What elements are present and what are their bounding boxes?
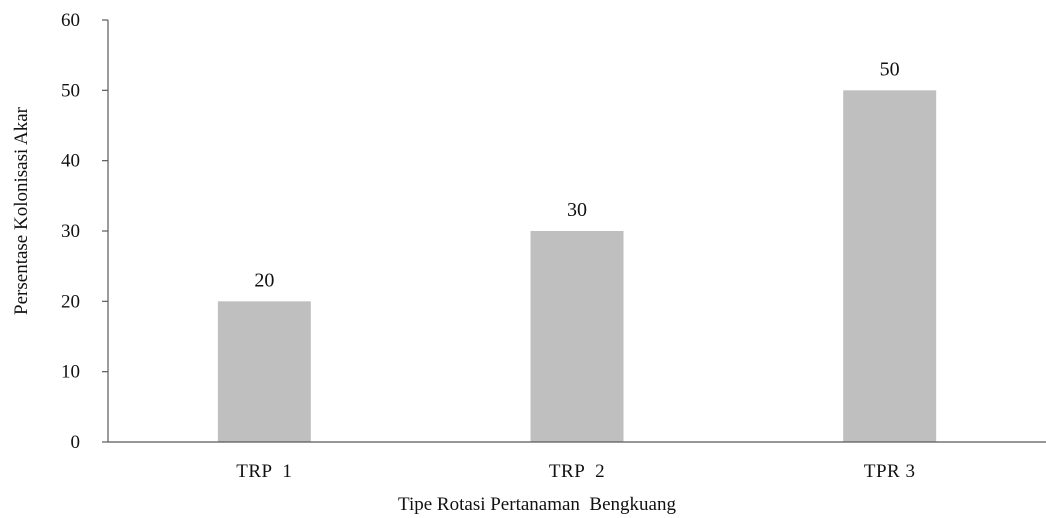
data-label: 20 (254, 269, 274, 291)
y-tick-label: 20 (61, 291, 80, 312)
x-axis-title: Tipe Rotasi Pertanaman Bengkuang (398, 494, 676, 515)
x-axis-tick-labels: TRP 1 TRP 2 TPR 3 (236, 461, 915, 482)
y-tick-label: 50 (61, 80, 80, 101)
x-tick-label: TRP 1 (236, 461, 292, 482)
y-tick-label: 60 (61, 10, 80, 31)
bars-group (217, 90, 937, 442)
y-axis-ticks: 0 10 20 30 40 50 60 (61, 10, 108, 453)
data-label: 50 (880, 58, 900, 80)
y-tick-label: 0 (71, 432, 81, 453)
x-tick-label: TPR 3 (864, 461, 916, 482)
bar (843, 90, 937, 442)
y-axis-title: Persentase Kolonisasi Akar (11, 106, 32, 315)
data-labels-group: 20 30 50 (254, 58, 899, 291)
x-tick-label: TRP 2 (549, 461, 605, 482)
data-label: 30 (567, 199, 587, 221)
bar (217, 301, 311, 442)
y-tick-label: 30 (61, 221, 80, 242)
y-tick-label: 10 (61, 362, 80, 383)
y-tick-label: 40 (61, 151, 80, 172)
bar (530, 231, 624, 442)
